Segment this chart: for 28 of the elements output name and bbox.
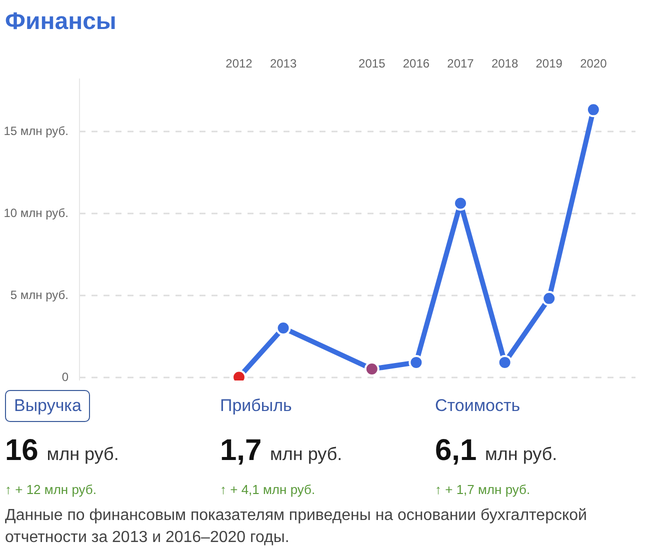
point xyxy=(408,354,424,370)
x-tick-label: 2020 xyxy=(580,56,608,70)
text: 16 млн руб. xyxy=(5,433,119,470)
y-tick-label: 10 млн руб. xyxy=(4,206,69,220)
x-tick-label: 2012 xyxy=(226,56,253,70)
y-tick-label: 15 млн руб. xyxy=(4,124,69,138)
text: 6,1 млн руб. xyxy=(435,433,558,470)
text: Стоимость xyxy=(435,395,520,417)
y-tick-label: 0 xyxy=(62,370,69,384)
x-tick-label: 2016 xyxy=(402,56,430,70)
y-tick-label: 5 млн руб. xyxy=(10,288,69,302)
x-tick-label: 2015 xyxy=(358,56,386,70)
text: ↑ + 1,7 млн руб. xyxy=(435,481,532,500)
point xyxy=(497,354,512,370)
x-tick-label: 2019 xyxy=(536,56,563,70)
x-tick-label: 2018 xyxy=(491,56,518,70)
chart-title: Финансы xyxy=(5,7,116,37)
point xyxy=(586,102,601,118)
text: ↑ + 4,1 млн руб. xyxy=(220,481,316,500)
point xyxy=(542,290,557,306)
x-tick-label: 2017 xyxy=(447,56,474,70)
text: Данные по финансовым показателям приведены на основании бухгалтерской отчетности за 2013 и 2016–2020 годы. xyxy=(5,506,588,548)
x-tick-label: 2013 xyxy=(270,56,297,70)
text: 1,7 млн руб. xyxy=(220,433,342,470)
text: Прибыль xyxy=(220,395,292,417)
point xyxy=(364,362,380,376)
text: Выручка xyxy=(5,390,90,422)
text: ↑ + 12 млн руб. xyxy=(5,481,98,500)
